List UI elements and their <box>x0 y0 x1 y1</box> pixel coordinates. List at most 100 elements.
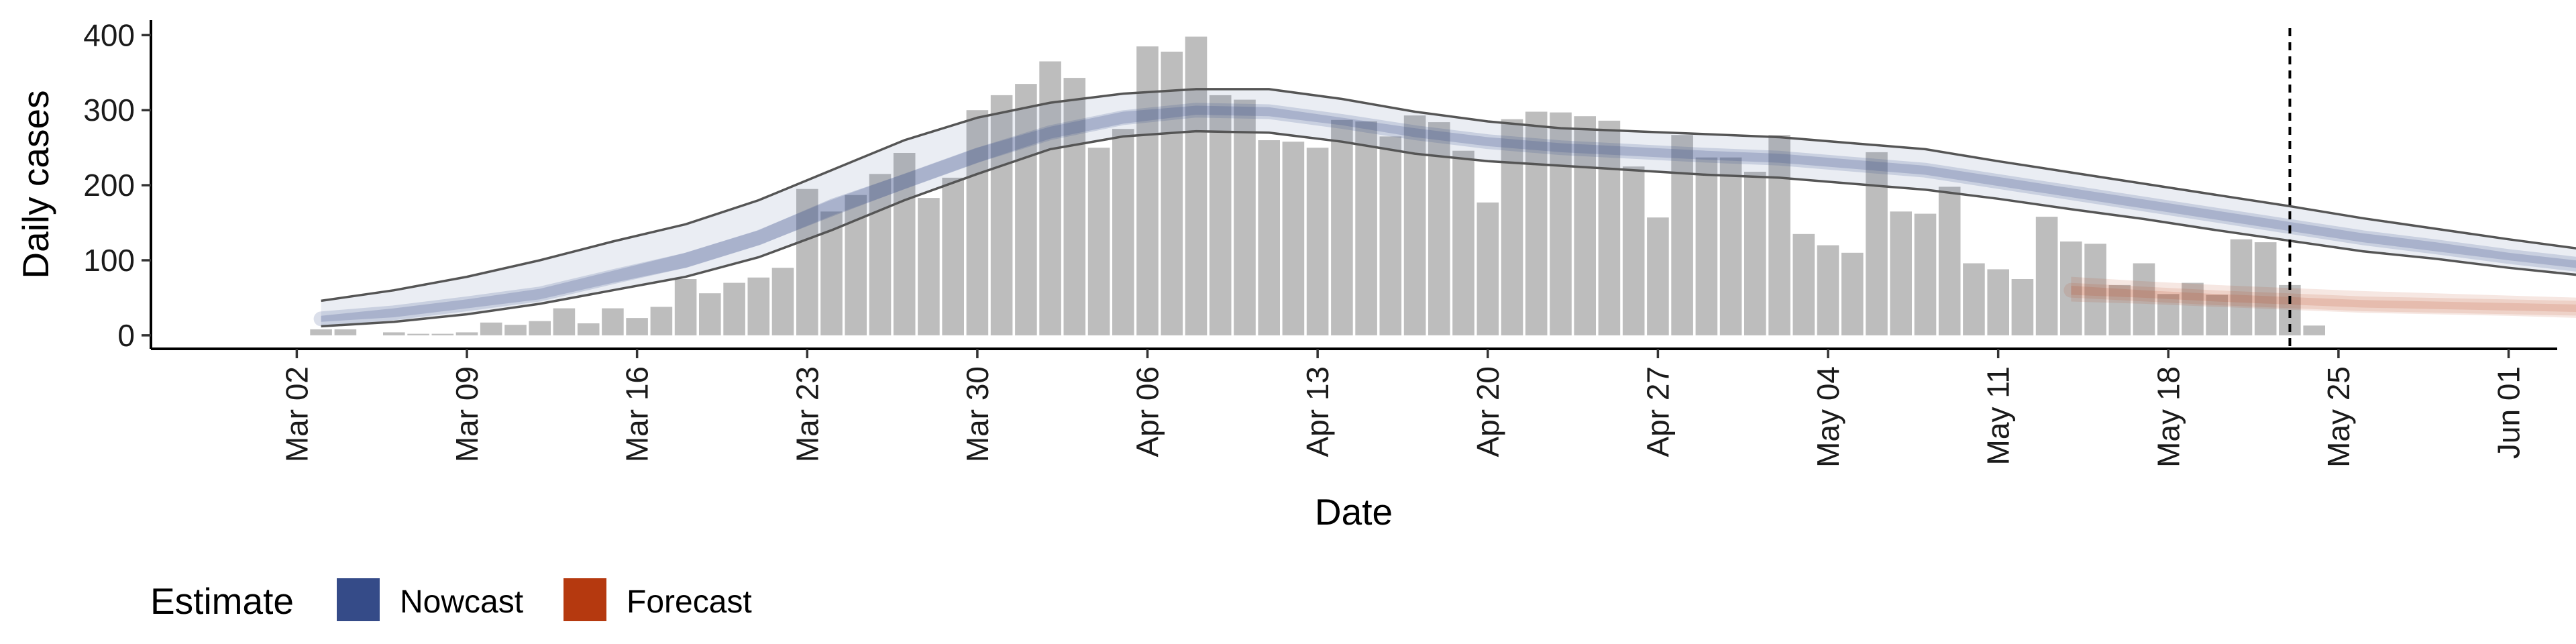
bar <box>1355 121 1377 335</box>
bar <box>1234 99 1256 335</box>
x-tick-label: Apr 13 <box>1300 366 1335 458</box>
bar <box>383 332 405 335</box>
legend-key-nowcast <box>337 578 380 621</box>
bar <box>1306 148 1329 335</box>
x-tick-label: Apr 27 <box>1640 366 1675 458</box>
bar <box>1890 211 1912 335</box>
x-tick-label: Mar 16 <box>620 366 655 462</box>
bar <box>334 329 357 335</box>
x-tick-label: May 25 <box>2321 366 2356 468</box>
x-tick-label: Mar 23 <box>790 366 824 462</box>
bar <box>1914 213 1937 335</box>
bar <box>1331 119 1353 335</box>
x-tick-label: Apr 06 <box>1130 366 1165 458</box>
nowcast-lower-line <box>321 129 2576 328</box>
legend-label-nowcast: Nowcast <box>400 584 523 620</box>
forecast-band-50 <box>2071 286 2576 313</box>
bar <box>1598 120 1621 335</box>
bar <box>1282 142 1305 335</box>
bar <box>1477 202 1499 335</box>
bar <box>2157 294 2180 335</box>
y-tick-label: 200 <box>83 168 135 203</box>
bar <box>1744 172 1766 335</box>
nowcast-median-band <box>313 103 2576 327</box>
bar <box>1938 186 1961 335</box>
bar <box>1258 140 1280 335</box>
bar <box>1671 135 1693 335</box>
bar <box>1161 52 1183 335</box>
bar <box>747 277 770 335</box>
bar <box>796 189 818 335</box>
x-tick-label: Mar 02 <box>279 366 314 462</box>
x-tick-label: May 11 <box>1981 366 2016 465</box>
bar <box>1841 252 1864 335</box>
nowcast-upper-line <box>321 88 2576 303</box>
bar <box>2254 242 2277 335</box>
bar <box>1622 166 1645 335</box>
bar <box>723 282 745 335</box>
forecast-band-90 <box>2071 276 2576 318</box>
axes-layer: 0 100 200 300 400 Mar 02 Mar 09 Mar 16 Mar 23 Mar… <box>83 17 2557 468</box>
bar <box>2084 244 2106 335</box>
bar <box>1695 157 1718 335</box>
bar <box>529 321 551 335</box>
bar <box>431 333 454 335</box>
bar <box>2035 217 2058 335</box>
bar <box>1574 116 1596 335</box>
bar <box>1185 36 1208 335</box>
bar <box>1015 84 1037 335</box>
bar <box>1087 148 1110 335</box>
bar <box>1452 150 1474 335</box>
x-tick-label: May 18 <box>2151 366 2186 468</box>
bar <box>650 307 673 335</box>
y-tick-label: 0 <box>117 318 135 353</box>
bar <box>553 308 576 335</box>
bar <box>1792 233 1815 335</box>
bars-layer <box>310 36 2325 335</box>
bar <box>455 332 478 335</box>
bar <box>1501 119 1523 335</box>
bar <box>1647 217 1669 335</box>
bar <box>2011 279 2034 335</box>
bar <box>1719 157 1742 335</box>
bar <box>1525 111 1548 335</box>
bar <box>918 198 940 335</box>
bar <box>2108 284 2131 335</box>
bar <box>407 333 429 335</box>
bar <box>1768 135 1790 335</box>
bar <box>2060 241 2082 335</box>
bar <box>1963 263 1985 335</box>
bar <box>2206 294 2228 335</box>
bar <box>1112 129 1134 335</box>
x-tick-label: Mar 09 <box>449 366 484 462</box>
bar <box>1136 46 1159 335</box>
bar <box>577 323 600 335</box>
x-axis-title: Date <box>1315 491 1393 533</box>
bar <box>893 153 916 335</box>
legend-title: Estimate <box>150 580 294 622</box>
forecast-median-band <box>2063 282 2576 316</box>
estimate-lines-layer <box>321 88 2576 328</box>
bar <box>1817 245 1839 335</box>
bar <box>1866 152 1888 335</box>
bar <box>1209 95 1232 335</box>
x-tick-label: Apr 20 <box>1470 366 1505 458</box>
x-tick-label: Mar 30 <box>960 366 995 462</box>
x-tick-label: May 04 <box>1811 366 1845 468</box>
bar <box>990 95 1013 335</box>
bar <box>1379 136 1402 335</box>
bar <box>1039 61 1061 335</box>
bar <box>1987 269 2009 335</box>
bar <box>2133 263 2155 335</box>
bar <box>2230 239 2253 335</box>
bar <box>699 293 721 335</box>
y-axis-title: Daily cases <box>15 90 56 278</box>
bar <box>480 322 502 335</box>
bar <box>626 318 648 335</box>
bar <box>674 279 697 335</box>
bar <box>2303 325 2325 335</box>
bar <box>942 177 964 335</box>
legend-label-forecast: Forecast <box>627 584 752 620</box>
y-tick-label: 400 <box>83 17 135 52</box>
